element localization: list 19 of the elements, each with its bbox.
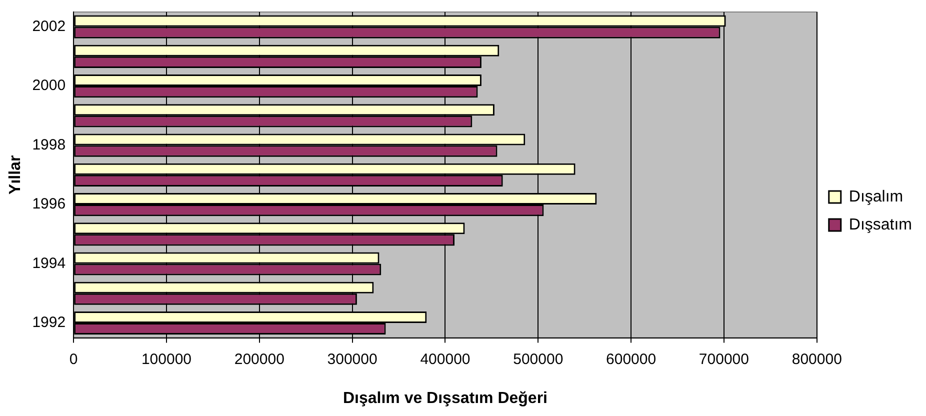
x-axis-title: Dışalım ve Dışsatım Değeri [342,390,548,407]
y-axis-title: Yıllar [7,155,24,194]
x-tick-label: 400000 [420,350,470,368]
x-tick-label: 300000 [327,350,378,368]
y-tick-label: 1992 [32,314,66,332]
y-tick-label: 1998 [32,136,66,154]
x-tick-label: 500000 [513,350,564,368]
legend-label: Dışsatım [848,216,912,234]
x-tick-label: 700000 [698,350,749,368]
y-tick-label: 1994 [32,254,66,272]
y-tick-label: 2002 [32,18,66,35]
x-tick-label: 0 [69,350,78,368]
x-tick-label: 200000 [234,350,284,368]
x-tick-label: 600000 [606,350,656,368]
legend-label: Dışalım [848,188,904,206]
y-tick-label: 2000 [32,77,66,94]
y-tick-label: 1996 [32,196,66,213]
x-tick-label: 800000 [792,350,842,368]
x-tick-label: 100000 [141,350,192,368]
